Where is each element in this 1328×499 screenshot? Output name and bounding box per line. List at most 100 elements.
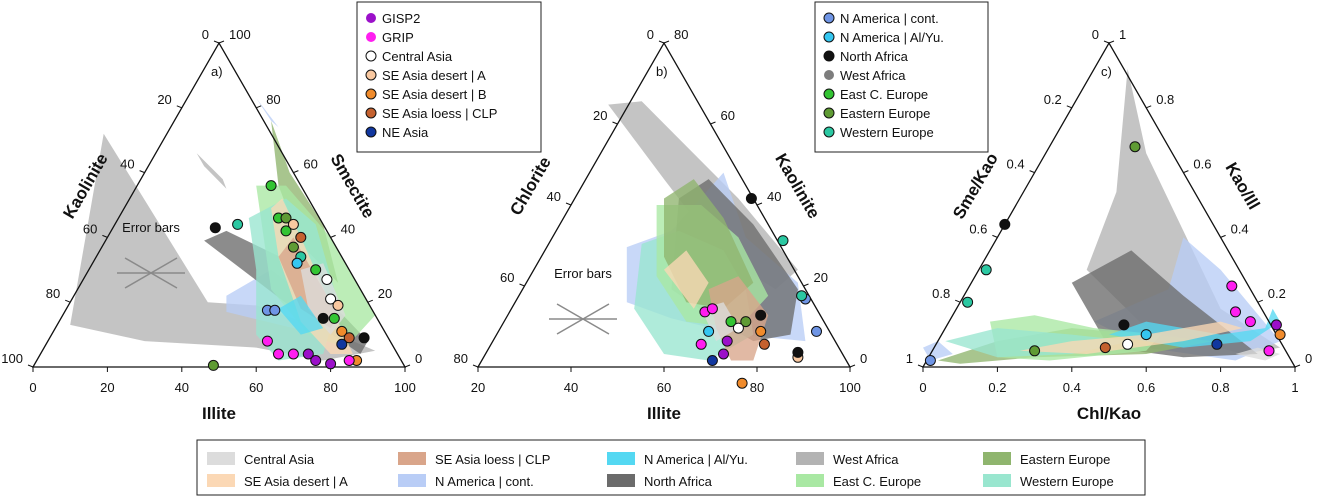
right-tick-mark: [1146, 105, 1152, 109]
data-point-se-asia-loess-clp: [343, 332, 355, 344]
area-swatch: [796, 452, 824, 465]
left-tick-mark: [917, 364, 924, 368]
data-point-grip: [287, 348, 299, 360]
data-point-east-c-europe: [265, 180, 277, 192]
data-point-western-europe: [980, 264, 992, 276]
left-tick-mark: [213, 40, 220, 44]
left-tick-mark: [519, 283, 525, 287]
left-tick-label: 40: [547, 189, 561, 204]
right-axis-label: Smectite: [327, 151, 379, 222]
bottom-tick-label: 60: [657, 380, 671, 395]
data-point-east-c-europe: [328, 312, 340, 324]
legend-label: SE Asia desert | A: [382, 68, 486, 83]
right-tick-label: 60: [721, 108, 735, 123]
area-legend-label: Western Europe: [1020, 474, 1114, 489]
error-bar: [556, 303, 610, 335]
legend-marker: [823, 12, 835, 24]
area-swatch: [983, 452, 1011, 465]
panel-tag: b): [656, 64, 668, 79]
data-point-grip: [343, 355, 355, 366]
area-legend-label: East C. Europe: [833, 474, 921, 489]
left-tick-mark: [565, 202, 572, 206]
data-point-n-america-al-yu-: [291, 257, 303, 269]
legend-marker: [366, 13, 376, 23]
data-point-eastern-europe: [740, 316, 752, 328]
data-point-north-africa: [317, 312, 329, 324]
data-point-n-america-cont-: [924, 355, 936, 366]
data-point-n-america-cont-: [269, 304, 281, 316]
data-point-central-asia: [321, 274, 333, 285]
data-point-north-africa: [792, 346, 804, 358]
area-swatch: [207, 452, 235, 465]
legend-label: SE Asia desert | B: [382, 87, 487, 102]
legend-box-right: N America | cont. N America | Al/Yu. North…: [814, 1, 989, 153]
data-point-eastern-europe: [1129, 141, 1141, 153]
area-swatch: [207, 474, 235, 487]
left-tick-mark: [176, 105, 182, 109]
right-tick-label: 0.4: [1231, 221, 1249, 236]
right-tick-label: 20: [814, 270, 828, 285]
data-point-se-asia-desert-b: [336, 325, 348, 337]
area-legend-label: North Africa: [644, 474, 713, 489]
legend-marker: [824, 70, 834, 80]
right-tick-mark: [293, 170, 299, 174]
panel-tag: a): [211, 64, 223, 79]
data-point-central-asia: [732, 322, 744, 334]
right-tick-mark: [256, 105, 262, 109]
legend-label: SE Asia loess | CLP: [382, 106, 497, 121]
right-tick-label: 0: [1305, 351, 1312, 366]
ternary-panel-1: 0 20 40 60 80 100 0 20 40 60 80 100 0 20 40 60 80 100 Illi…: [1, 27, 422, 423]
bottom-tick-label: 100: [394, 380, 416, 395]
data-point-central-asia: [325, 293, 337, 305]
right-tick-mark: [1108, 40, 1115, 44]
error-bar: [124, 257, 178, 289]
data-point-ne-asia: [706, 355, 718, 366]
area-west-africa: [70, 133, 376, 361]
right-tick-label: 80: [674, 27, 688, 42]
data-point-se-asia-desert-b: [1274, 329, 1286, 341]
bottom-tick-label: 60: [249, 380, 263, 395]
left-tick-label: 0.2: [1044, 92, 1062, 107]
legend-label: Central Asia: [382, 49, 453, 64]
data-point-gisp2: [310, 355, 322, 366]
right-tick-label: 60: [303, 157, 317, 172]
left-tick-mark: [65, 299, 71, 303]
data-point-se-asia-loess-clp: [758, 338, 770, 350]
data-point-east-c-europe: [280, 225, 292, 237]
legend-label: West Africa: [840, 68, 906, 83]
data-point-gisp2: [1270, 319, 1282, 331]
bottom-tick-label: 80: [750, 380, 764, 395]
bottom-tick-label: 0.4: [1063, 380, 1081, 395]
left-axis-label: Sme/Kao: [949, 150, 1002, 223]
data-point-n-america-al-yu-: [1140, 329, 1152, 341]
data-point-north-africa: [358, 332, 370, 344]
legend-box-left: GISP2 GRIP Central Asia SE Asia desert | A S…: [356, 1, 542, 153]
legend-marker: [366, 32, 376, 42]
data-point-ne-asia: [1211, 338, 1223, 350]
data-point-se-asia-loess-clp: [1099, 342, 1111, 354]
ternary-panel-3: 0 0.2 0.4 0.6 0.8 100.20.40.60.81 00.20.40.60.…: [906, 27, 1312, 423]
data-point-se-asia-loess-clp: [295, 231, 307, 243]
bottom-tick-label: 40: [175, 380, 189, 395]
legend-marker: [365, 50, 377, 62]
right-tick-label: 0.8: [1156, 92, 1174, 107]
right-tick-mark: [663, 40, 670, 44]
data-point-north-africa: [1118, 319, 1130, 331]
data-point-gisp2: [302, 348, 314, 360]
legend-label: Western Europe: [840, 125, 934, 140]
left-tick-mark: [1029, 170, 1035, 174]
bottom-tick-label: 0.2: [988, 380, 1006, 395]
left-tick-mark: [992, 234, 998, 238]
legend-marker: [823, 126, 835, 138]
left-tick-label: 80: [46, 286, 60, 301]
left-tick-label: 0.6: [969, 221, 987, 236]
data-point-grip: [706, 303, 718, 315]
legend-marker: [365, 69, 377, 81]
right-tick-label: 20: [378, 286, 392, 301]
data-point-western-europe: [962, 296, 974, 308]
area-legend-label: N America | Al/Yu.: [644, 452, 748, 467]
data-point-grip: [1230, 306, 1241, 318]
right-tick-mark: [367, 299, 373, 303]
right-tick-mark: [1183, 170, 1189, 174]
legend-label: N America | Al/Yu.: [840, 30, 944, 45]
